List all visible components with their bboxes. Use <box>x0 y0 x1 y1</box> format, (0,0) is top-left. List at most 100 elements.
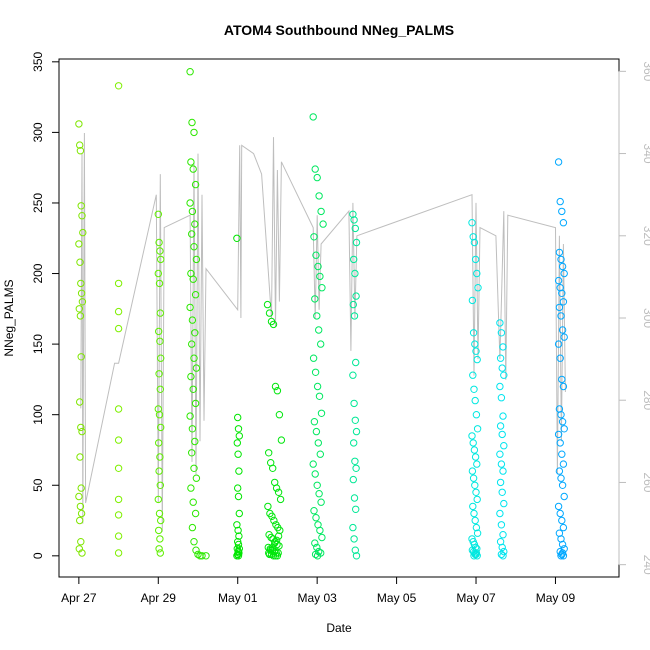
y-axis-label: NNeg_PALMS <box>2 279 16 356</box>
x-tick-label-5: May 07 <box>456 591 496 605</box>
data-point <box>318 533 326 542</box>
data-point <box>471 481 479 489</box>
x-tick-label-1: Apr 29 <box>141 591 177 605</box>
data-point <box>188 449 196 457</box>
data-point <box>155 545 163 553</box>
data-point <box>556 354 564 362</box>
data-point <box>78 298 87 306</box>
data-point <box>75 492 83 501</box>
data-point <box>234 540 243 549</box>
data-point <box>473 460 481 468</box>
data-point <box>76 147 85 155</box>
data-point <box>351 416 359 424</box>
data-point <box>263 300 272 309</box>
data-point <box>498 364 506 372</box>
data-point <box>114 279 123 288</box>
data-point <box>500 371 508 379</box>
data-point <box>192 255 201 264</box>
data-point <box>472 488 480 496</box>
data-point <box>155 327 163 336</box>
data-point <box>500 499 508 508</box>
data-point <box>350 399 358 408</box>
data-point <box>189 165 197 173</box>
data-point <box>198 552 206 560</box>
chart-title: ATOM4 Southbound NNeg_PALMS <box>224 22 454 38</box>
data-point <box>190 464 198 472</box>
data-point <box>472 549 481 557</box>
data-point <box>500 442 508 450</box>
data-point <box>272 484 281 492</box>
data-point <box>76 398 84 406</box>
data-point <box>470 446 479 454</box>
data-point <box>468 432 476 440</box>
data-point <box>315 490 323 498</box>
x-tick-label-2: May 01 <box>218 591 258 605</box>
data-point <box>276 526 284 535</box>
data-point <box>187 158 195 166</box>
data-point <box>76 312 85 320</box>
data-point <box>313 552 322 560</box>
data-point <box>471 453 480 461</box>
data-point <box>75 305 84 313</box>
data-point <box>311 470 319 478</box>
data-point <box>315 326 323 334</box>
data-point <box>310 507 318 515</box>
series-10 <box>554 158 568 560</box>
data-point <box>157 516 165 525</box>
data-point <box>114 436 123 444</box>
data-point <box>157 354 165 362</box>
x-tick-label-3: May 03 <box>297 591 337 605</box>
data-point <box>556 197 564 206</box>
data-point <box>75 120 83 128</box>
y-tick-label-0: 0 <box>31 552 45 559</box>
data-point <box>186 68 194 76</box>
data-point <box>499 552 507 560</box>
y-tick-label-5: 250 <box>31 193 45 213</box>
bottom-axis: Apr 27 Apr 29 May 01 May 03 May 05 May 07 May … <box>61 576 575 605</box>
data-point <box>554 340 563 348</box>
data-point <box>496 509 504 518</box>
data-point <box>273 552 282 560</box>
data-point <box>114 405 123 413</box>
data-point <box>273 387 282 395</box>
data-point <box>555 303 564 312</box>
data-point <box>271 552 280 560</box>
data-point <box>311 539 319 547</box>
data-point <box>77 538 85 546</box>
data-point <box>188 118 196 127</box>
data-point <box>352 552 361 560</box>
data-point <box>469 329 478 337</box>
data-point <box>351 224 359 233</box>
data-point <box>558 540 567 549</box>
left-axis: 0 50 100 150 200 250 300 350 <box>31 51 60 559</box>
data-point <box>311 295 319 303</box>
data-point <box>310 418 319 426</box>
data-point <box>77 289 86 297</box>
data-point <box>188 340 196 348</box>
data-point <box>496 319 504 327</box>
data-point <box>470 509 478 518</box>
data-point <box>114 511 123 519</box>
y-tick-label-3: 150 <box>31 334 45 354</box>
data-point <box>350 439 358 447</box>
data-point <box>313 312 321 320</box>
data-point <box>557 474 565 482</box>
data-point <box>560 269 568 278</box>
data-point <box>114 324 123 333</box>
data-point <box>313 173 321 182</box>
data-point <box>554 502 563 511</box>
data-point <box>472 523 481 532</box>
data-point <box>558 262 567 271</box>
data-point <box>234 492 243 501</box>
data-point <box>352 464 360 472</box>
data-point <box>497 329 506 337</box>
data-point <box>268 512 276 520</box>
data-point <box>314 439 322 447</box>
data-point <box>234 425 243 433</box>
data-point <box>350 494 359 502</box>
data-point <box>496 422 505 430</box>
data-point <box>317 340 325 348</box>
data-point <box>188 425 197 433</box>
data-point <box>471 516 479 525</box>
